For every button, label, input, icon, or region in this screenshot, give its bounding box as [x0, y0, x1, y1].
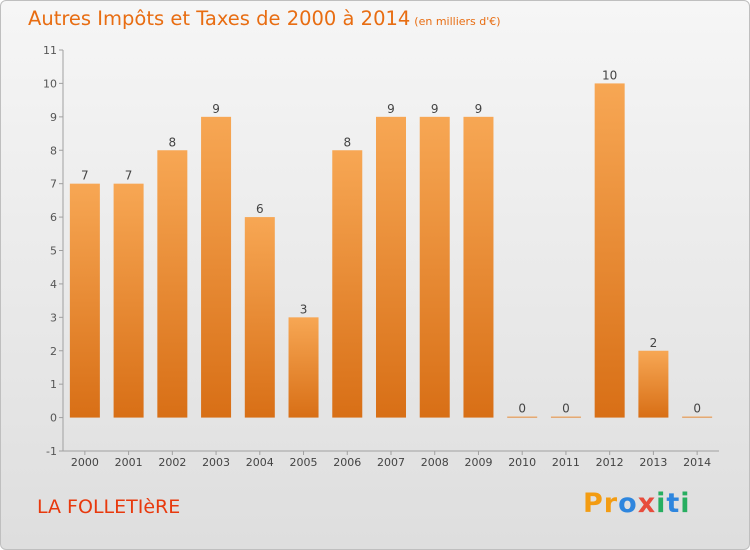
bar-value-label: 10 [602, 68, 617, 82]
logo-letter: o [618, 488, 638, 519]
bar-value-label: 9 [212, 102, 220, 116]
bar [507, 416, 538, 418]
bar-value-label: 7 [125, 169, 133, 183]
logo-letter: r [603, 488, 619, 519]
x-tick-label: 2013 [639, 456, 667, 469]
x-tick-label: 2012 [596, 456, 624, 469]
x-tick-label: 2010 [508, 456, 536, 469]
logo-letter: t [666, 488, 681, 519]
bar [244, 217, 275, 418]
y-tick-label: 1 [50, 378, 57, 391]
logo-letter: i [656, 488, 667, 519]
logo-letter: i [680, 488, 691, 519]
chart-title-unit: (en milliers d'€) [414, 15, 501, 28]
x-tick-label: 2000 [71, 456, 99, 469]
y-tick-label: 2 [50, 345, 57, 358]
proxiti-logo: Proxiti [583, 488, 691, 519]
bar-value-label: 0 [693, 402, 701, 416]
x-tick-label: 2014 [683, 456, 711, 469]
bar [69, 183, 100, 418]
y-tick-label: 0 [50, 412, 57, 425]
y-tick-label: 9 [50, 111, 57, 124]
bar-value-label: 9 [431, 102, 439, 116]
y-tick-label: 11 [43, 44, 57, 57]
bar-value-label: 7 [81, 169, 89, 183]
bar-value-label: 2 [650, 336, 658, 350]
x-tick-label: 2011 [552, 456, 580, 469]
y-tick-label: 6 [50, 211, 57, 224]
x-tick-label: 2004 [246, 456, 274, 469]
bar-value-label: 9 [475, 102, 483, 116]
bar [113, 183, 144, 418]
bar [594, 83, 625, 418]
bar-value-label: 3 [300, 302, 308, 316]
bar-value-label: 8 [343, 135, 351, 149]
bar-value-label: 0 [518, 402, 526, 416]
bar [463, 116, 494, 418]
bar-value-label: 0 [562, 402, 570, 416]
x-tick-label: 2001 [115, 456, 143, 469]
x-tick-label: 2005 [290, 456, 318, 469]
y-tick-label: 5 [50, 245, 57, 258]
bar [376, 116, 406, 418]
x-tick-label: 2002 [158, 456, 186, 469]
logo-letter: x [637, 488, 657, 519]
commune-name: LA FOLLETIèRE [37, 496, 181, 518]
bar [288, 317, 319, 418]
bar [157, 150, 188, 418]
bar [201, 116, 232, 418]
y-tick-label: 7 [50, 178, 57, 191]
x-tick-label: 2003 [202, 456, 230, 469]
y-tick-label: 3 [50, 311, 57, 324]
y-tick-label: -1 [46, 445, 57, 458]
bar [638, 350, 669, 418]
chart-title-text: Autres Impôts et Taxes de 2000 à 2014 [28, 7, 411, 30]
bar [550, 416, 581, 418]
chart-title: Autres Impôts et Taxes de 2000 à 2014 (en… [28, 7, 501, 30]
bar [682, 416, 713, 418]
bar-value-label: 9 [387, 102, 395, 116]
x-tick-label: 2009 [464, 456, 492, 469]
bar-value-label: 8 [169, 135, 177, 149]
y-tick-label: 10 [43, 77, 57, 90]
y-tick-label: 8 [50, 144, 57, 157]
logo-letter: P [583, 488, 604, 519]
x-tick-label: 2008 [421, 456, 449, 469]
bar [419, 116, 450, 418]
x-tick-label: 2007 [377, 456, 405, 469]
bar [332, 150, 363, 418]
x-tick-label: 2006 [333, 456, 361, 469]
y-tick-label: 4 [50, 278, 57, 291]
bar-value-label: 6 [256, 202, 264, 216]
